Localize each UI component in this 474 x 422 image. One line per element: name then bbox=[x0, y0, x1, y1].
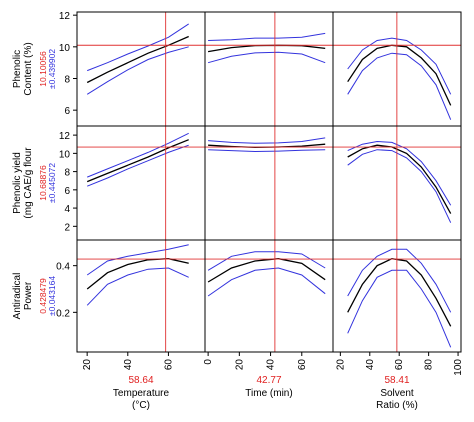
temperature-x-tick-label: 40 bbox=[123, 359, 134, 371]
phenolic-content-temperature-mean-curve bbox=[86, 35, 189, 84]
phenolic-content-time-panel-frame bbox=[204, 11, 334, 127]
phenolic-yield-axis-label-line: Phenolic yield bbox=[12, 152, 23, 214]
antiradical-power-temperature-upper-ci bbox=[86, 244, 189, 276]
phenolic-yield-ci-halfwidth: ±0.445072 bbox=[47, 163, 57, 203]
phenolic-yield-temperature-upper-ci bbox=[87, 132, 189, 178]
solvent-current-setting: 58.41 bbox=[384, 375, 409, 386]
time-x-tick-label: 60 bbox=[297, 359, 308, 371]
temperature-x-tick-label: 20 bbox=[82, 359, 93, 371]
solvent-x-tick-label: 60 bbox=[394, 359, 405, 371]
phenolic-content-time-upper-ci bbox=[208, 32, 326, 41]
antiradical-power-solvent-panel-frame bbox=[332, 239, 462, 353]
antiradical-power-temperature-mean-curve bbox=[86, 258, 189, 290]
temperature-axis-label: Temperature bbox=[113, 388, 170, 399]
phenolic-content-y-tick-label: 6 bbox=[64, 106, 70, 117]
antiradical-power-axis-label-line: Antiradical bbox=[12, 273, 23, 320]
phenolic-content-current-value: 10.10056 bbox=[38, 51, 48, 87]
antiradical-power-temperature-lower-ci bbox=[86, 267, 189, 306]
solvent-x-tick-label: 100 bbox=[453, 359, 464, 376]
antiradical-power-y-tick-label: 0.2 bbox=[56, 308, 70, 319]
phenolic-yield-time-lower-ci bbox=[208, 149, 326, 153]
solvent-axis-label: Solvent bbox=[380, 388, 414, 399]
phenolic-yield-axis-label: Phenolic yield(mg CAE/g flour bbox=[12, 147, 34, 219]
temperature-x-tick-label: 60 bbox=[163, 359, 174, 371]
solvent-axis-label: Ratio (%) bbox=[376, 400, 418, 411]
phenolic-yield-axis-label-line: (mg CAE/g flour bbox=[23, 147, 34, 219]
phenolic-yield-solvent-mean-curve bbox=[347, 144, 452, 214]
temperature-axis-label: (°C) bbox=[132, 400, 150, 411]
antiradical-power-solvent-upper-ci bbox=[347, 248, 452, 313]
phenolic-yield-y-tick-label: 4 bbox=[64, 204, 70, 215]
phenolic-yield-y-tick-label: 10 bbox=[59, 149, 71, 160]
antiradical-power-axis-label: AntiradicalPower bbox=[12, 273, 34, 320]
phenolic-yield-solvent-upper-ci bbox=[347, 140, 452, 206]
phenolic-content-y-tick-label: 8 bbox=[64, 75, 70, 86]
phenolic-content-temperature-panel-frame bbox=[76, 11, 206, 127]
time-axis-label: Time (min) bbox=[245, 388, 292, 399]
antiradical-power-current-value: 0.428479 bbox=[38, 278, 48, 314]
phenolic-yield-solvent-lower-ci bbox=[347, 149, 452, 223]
phenolic-yield-time-upper-ci bbox=[208, 137, 326, 144]
antiradical-power-y-tick-label: 0.4 bbox=[56, 262, 70, 273]
phenolic-content-ci-halfwidth: ±0.439902 bbox=[47, 49, 57, 89]
phenolic-content-solvent-upper-ci bbox=[347, 37, 452, 95]
phenolic-yield-y-tick-label: 12 bbox=[59, 131, 71, 142]
phenolic-content-axis-label: PhenolicContent (%) bbox=[12, 42, 34, 95]
phenolic-content-y-tick-label: 10 bbox=[59, 43, 71, 54]
phenolic-content-y-tick-label: 12 bbox=[59, 11, 71, 22]
antiradical-power-ci-halfwidth: ±0.043164 bbox=[47, 276, 57, 316]
phenolic-content-axis-label-line: Phenolic bbox=[12, 50, 23, 88]
temperature-current-setting: 58.64 bbox=[128, 375, 153, 386]
solvent-x-tick-label: 40 bbox=[365, 359, 376, 371]
antiradical-power-time-panel-frame bbox=[204, 239, 334, 353]
phenolic-yield-current-value: 10.68876 bbox=[38, 165, 48, 201]
phenolic-content-temperature-upper-ci bbox=[87, 23, 189, 72]
solvent-x-tick-label: 80 bbox=[424, 359, 435, 371]
antiradical-power-time-lower-ci bbox=[207, 267, 326, 297]
phenolic-content-solvent-mean-curve bbox=[347, 44, 452, 106]
phenolic-yield-temperature-lower-ci bbox=[87, 144, 189, 187]
solvent-x-tick-label: 20 bbox=[335, 359, 346, 371]
phenolic-yield-temperature-mean-curve bbox=[86, 139, 189, 183]
antiradical-power-solvent-mean-curve bbox=[347, 258, 452, 327]
antiradical-power-solvent-lower-ci bbox=[347, 269, 452, 348]
time-current-setting: 42.77 bbox=[256, 375, 281, 386]
antiradical-power-time-mean-curve bbox=[207, 258, 326, 283]
phenolic-content-axis-label-line: Content (%) bbox=[23, 42, 34, 95]
phenolic-content-time-lower-ci bbox=[207, 51, 326, 64]
time-x-tick-label: 20 bbox=[234, 359, 245, 371]
time-x-tick-label: 0 bbox=[203, 359, 214, 365]
phenolic-content-time-mean-curve bbox=[207, 44, 326, 53]
time-x-tick-label: 40 bbox=[266, 359, 277, 371]
phenolic-content-solvent-lower-ci bbox=[347, 52, 452, 120]
antiradical-power-axis-label-line: Power bbox=[23, 281, 34, 310]
phenolic-yield-y-tick-label: 2 bbox=[64, 222, 70, 233]
phenolic-yield-y-tick-label: 8 bbox=[64, 168, 70, 179]
phenolic-content-temperature-lower-ci bbox=[86, 46, 189, 95]
phenolic-yield-y-tick-label: 6 bbox=[64, 186, 70, 197]
